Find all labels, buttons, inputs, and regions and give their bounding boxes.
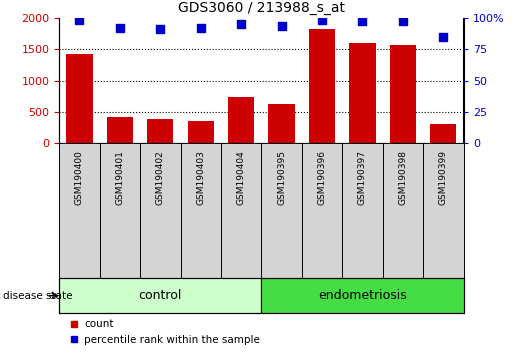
Point <box>197 25 205 30</box>
Text: GSM190399: GSM190399 <box>439 150 448 205</box>
Bar <box>430 124 456 143</box>
Bar <box>268 104 295 143</box>
Text: GSM190395: GSM190395 <box>277 150 286 205</box>
Title: GDS3060 / 213988_s_at: GDS3060 / 213988_s_at <box>178 1 345 15</box>
Bar <box>187 121 214 143</box>
Text: GSM190402: GSM190402 <box>156 150 165 205</box>
Point <box>278 24 286 29</box>
Point <box>399 19 407 24</box>
Point <box>116 25 124 30</box>
Point <box>75 17 83 23</box>
Text: GSM190403: GSM190403 <box>196 150 205 205</box>
Point <box>439 34 448 39</box>
Text: control: control <box>139 289 182 302</box>
Bar <box>261 278 464 313</box>
Text: GSM190398: GSM190398 <box>399 150 407 205</box>
Bar <box>107 117 133 143</box>
Bar <box>147 119 174 143</box>
Text: GSM190400: GSM190400 <box>75 150 84 205</box>
Point <box>156 26 164 32</box>
Bar <box>309 29 335 143</box>
Text: GSM190396: GSM190396 <box>318 150 327 205</box>
Text: GSM190397: GSM190397 <box>358 150 367 205</box>
Point <box>358 19 367 24</box>
Text: GSM190401: GSM190401 <box>115 150 124 205</box>
Point <box>237 21 245 27</box>
Legend: count, percentile rank within the sample: count, percentile rank within the sample <box>64 315 264 349</box>
Bar <box>390 45 416 143</box>
Bar <box>349 43 375 143</box>
Bar <box>228 97 254 143</box>
Text: disease state: disease state <box>3 291 72 301</box>
Point <box>318 17 326 23</box>
Bar <box>59 278 261 313</box>
Text: endometriosis: endometriosis <box>318 289 407 302</box>
Bar <box>66 54 93 143</box>
Text: GSM190404: GSM190404 <box>237 150 246 205</box>
